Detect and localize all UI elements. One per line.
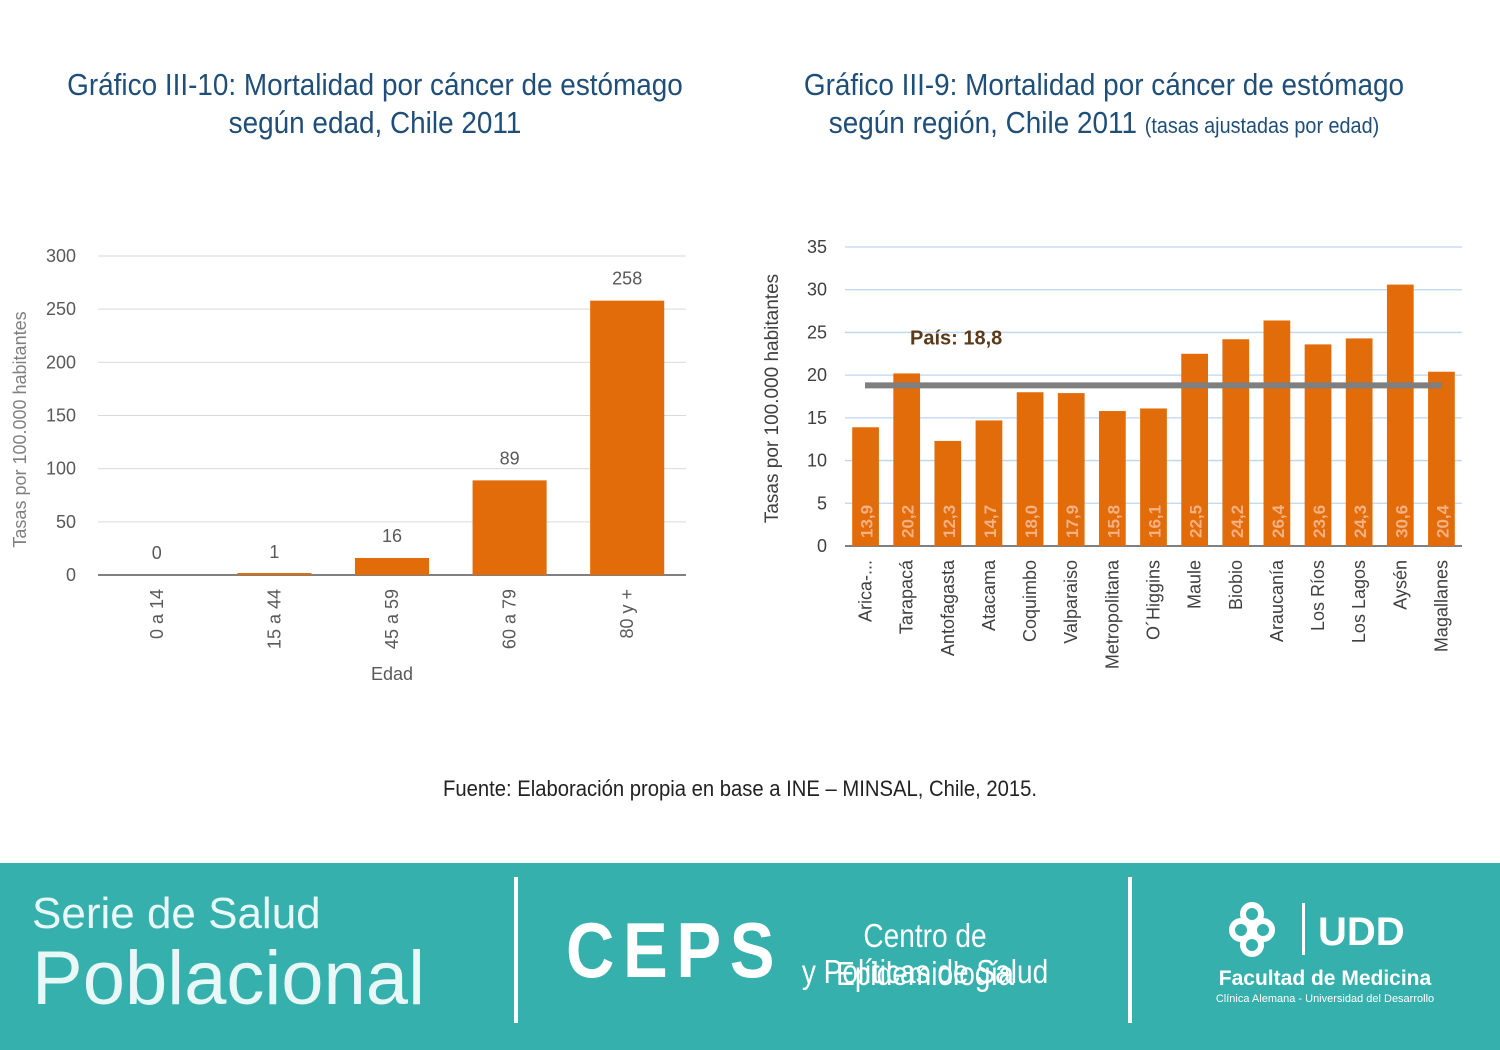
data-label: 22,5	[1187, 505, 1206, 538]
bar	[1345, 338, 1373, 546]
data-label: 12,3	[940, 505, 959, 538]
bar	[237, 573, 312, 575]
bar	[1304, 344, 1332, 546]
data-label: 14,7	[981, 505, 1000, 538]
x-tick-label: Biobio	[1226, 560, 1246, 610]
bar	[472, 480, 547, 575]
y-tick-label: 30	[807, 280, 827, 300]
data-label: 20,2	[899, 505, 918, 538]
x-tick-label: 15 a 44	[264, 589, 284, 649]
x-tick-label: Atacama	[979, 559, 999, 631]
ceps-logo-text: CEPS	[566, 906, 784, 994]
udd-logo-icon: UDD	[1229, 902, 1405, 957]
y-tick-label: 0	[817, 536, 827, 556]
y-tick-label: 0	[66, 565, 76, 585]
data-label: 89	[500, 448, 520, 468]
x-tick-label: Antofagasta	[938, 559, 958, 656]
bar	[934, 440, 962, 546]
y-tick-label: 15	[807, 408, 827, 428]
bar	[852, 427, 879, 546]
y-tick-label: 300	[46, 246, 76, 266]
bar	[975, 420, 1003, 546]
bar	[1263, 320, 1291, 546]
y-axis-title: Tasas por 100.000 habitantes	[762, 274, 783, 523]
ceps-name-line2: y Políticas de Salud	[801, 953, 1049, 990]
y-tick-label: 20	[807, 365, 827, 385]
data-label: 16	[382, 526, 402, 546]
data-label: 13,9	[858, 505, 877, 538]
x-tick-label: Tarapacá	[897, 559, 917, 634]
x-tick-label: O´Higgins	[1144, 560, 1164, 640]
x-tick-label: Magallanes	[1431, 560, 1451, 652]
faculty-subtitle: Clínica Alemana - Universidad del Desarr…	[1215, 993, 1435, 1005]
y-axis-title: Tasas por 100.000 habitantes	[10, 311, 30, 547]
bar	[354, 557, 430, 575]
data-label: 15,8	[1104, 505, 1123, 538]
data-label: 0	[152, 543, 162, 563]
bar	[893, 373, 921, 546]
chart-right-title-main: Gráfico III-9: Mortalidad por cáncer de …	[803, 67, 1405, 140]
x-tick-label: Arica-...	[856, 560, 876, 622]
data-label: 16,1	[1146, 505, 1165, 538]
x-tick-label: 80 y +	[617, 589, 637, 639]
chart-right-title-sub: (tasas ajustadas por edad)	[1144, 113, 1380, 138]
source-note: Fuente: Elaboración propia en base a INE…	[442, 776, 1038, 801]
data-label: 23,6	[1310, 505, 1329, 538]
x-tick-label: 60 a 79	[500, 589, 520, 649]
chart-right-title: Gráfico III-9: Mortalidad por cáncer de …	[766, 66, 1443, 145]
reference-line-label: País: 18,8	[910, 327, 1002, 349]
bar	[1016, 392, 1044, 546]
x-tick-label: Maule	[1185, 560, 1205, 609]
x-tick-label: 45 a 59	[382, 589, 402, 649]
y-tick-label: 250	[46, 299, 76, 319]
x-tick-label: Coquimbo	[1020, 560, 1040, 642]
data-label: 1	[269, 542, 279, 562]
data-label: 30,6	[1392, 505, 1411, 538]
y-tick-label: 100	[46, 459, 76, 479]
footer-banner: Serie de Salud Poblacional CEPS Centro d…	[0, 863, 1500, 1050]
bar	[1140, 408, 1167, 546]
chart-left-title: Gráfico III-10: Mortalidad por cáncer de…	[67, 67, 683, 140]
x-tick-label: Valparaiso	[1061, 560, 1081, 644]
data-label: 26,4	[1269, 504, 1288, 538]
faculty-name: Facultad de Medicina	[1218, 967, 1432, 990]
bar	[1428, 371, 1455, 546]
x-axis-title: Edad	[371, 664, 413, 684]
serie-title-line1: Serie de Salud	[32, 889, 321, 938]
x-tick-label: Metropolitana	[1102, 559, 1122, 669]
bar	[1057, 393, 1085, 546]
x-tick-label: Aysén	[1390, 560, 1410, 610]
footer-divider	[1128, 877, 1132, 1023]
bar	[590, 300, 665, 575]
y-tick-label: 200	[46, 352, 76, 372]
y-tick-label: 10	[807, 451, 827, 471]
x-tick-label: 0 a 14	[147, 589, 167, 639]
bar	[1386, 284, 1414, 546]
y-tick-label: 50	[56, 512, 76, 532]
y-tick-label: 5	[817, 493, 827, 513]
data-label: 17,9	[1063, 505, 1082, 538]
footer-divider	[514, 877, 518, 1023]
bar	[1098, 411, 1126, 546]
y-tick-label: 150	[46, 406, 76, 426]
ceps-name-line1: Centro de Epidemiología	[836, 917, 1014, 992]
region-bar-chart: 0 5 10 15 20 25 30 35 13,9 Arica-... 20,2 Tarapacá 1…	[762, 237, 1462, 669]
data-label: 258	[612, 269, 642, 289]
y-tick-label: 25	[807, 322, 827, 342]
data-label: 18,0	[1022, 505, 1041, 538]
y-tick-label: 35	[807, 237, 827, 257]
x-tick-label: Araucanía	[1267, 559, 1287, 642]
data-label: 24,3	[1351, 505, 1370, 538]
data-label: 20,4	[1433, 504, 1452, 538]
x-tick-label: Los Lagos	[1349, 560, 1369, 643]
serie-title-line2: Poblacional	[32, 936, 425, 1021]
bar	[1222, 339, 1250, 546]
udd-text: UDD	[1318, 910, 1405, 954]
age-bar-chart: 0 50 100 150 200 250 300 0 0 a 14 1 15 a 44 16 45 a …	[10, 246, 686, 684]
x-tick-label: Los Ríos	[1308, 560, 1328, 631]
data-label: 24,2	[1228, 505, 1247, 538]
